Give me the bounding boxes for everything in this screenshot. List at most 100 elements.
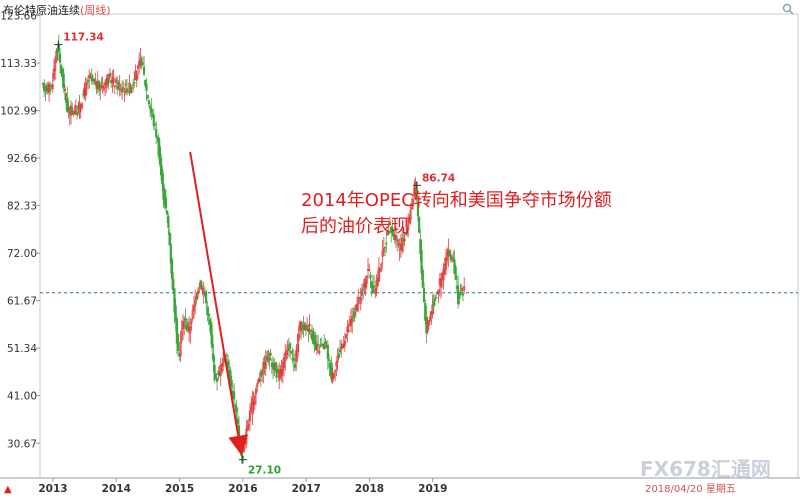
candle-body	[172, 278, 175, 291]
candle-body	[371, 285, 374, 293]
candle-body	[303, 322, 306, 324]
candle-body	[357, 297, 360, 305]
extremum-label: 86.74	[422, 172, 455, 184]
candle-body	[353, 311, 356, 316]
candle-body	[286, 344, 289, 350]
candle-body	[285, 350, 288, 355]
candle-body	[169, 244, 172, 264]
candle-body	[49, 88, 52, 92]
candle-body	[55, 50, 58, 62]
candle-body	[394, 234, 398, 241]
candle-body	[209, 321, 213, 336]
y-tick-label: 82.33	[7, 201, 37, 213]
candle-body	[368, 269, 371, 271]
y-tick-label: 72.00	[7, 248, 37, 260]
candle-body	[54, 60, 57, 72]
candle-body	[95, 82, 98, 90]
candle-body	[61, 69, 64, 77]
candle-body	[46, 84, 49, 92]
candle-body	[246, 426, 249, 430]
candle-body	[299, 321, 303, 332]
candle-body	[358, 297, 361, 299]
candle-body	[234, 405, 237, 407]
candle-body	[374, 289, 377, 295]
candle-body	[282, 357, 286, 368]
candle-body	[184, 318, 187, 321]
candle-body	[235, 406, 238, 412]
candle-body	[47, 83, 51, 93]
candle-body	[133, 82, 136, 84]
candle-body	[108, 73, 112, 77]
candle-body	[131, 84, 135, 86]
candle-body	[236, 418, 239, 425]
candle-body	[254, 388, 258, 395]
candle-body	[297, 334, 300, 341]
candle-body	[381, 250, 384, 257]
candle-body	[195, 296, 198, 301]
candle-body	[392, 233, 395, 238]
candle-body	[128, 82, 131, 90]
candle-body	[335, 362, 338, 367]
candle-body	[309, 329, 312, 332]
candle-body	[429, 316, 432, 321]
candle-body	[396, 238, 399, 242]
candle-body	[99, 84, 102, 91]
candle-body	[112, 77, 115, 83]
candle-body	[142, 66, 146, 75]
candle-body	[194, 300, 197, 307]
candle-body	[324, 341, 327, 344]
candle-body	[258, 378, 261, 382]
candle-body	[290, 350, 293, 353]
candle-body	[289, 343, 292, 349]
candle-body	[391, 227, 394, 234]
candle-body	[420, 249, 423, 274]
candle-body	[323, 343, 326, 350]
candle-body	[393, 235, 396, 240]
candle-body	[68, 107, 71, 115]
candle-body	[359, 298, 362, 304]
candle-body	[147, 100, 151, 105]
candle-body	[253, 395, 256, 404]
candle-body	[94, 79, 97, 85]
candle-body	[351, 316, 354, 323]
candle-body	[174, 305, 177, 321]
candle-body	[192, 304, 196, 311]
candle-body	[233, 391, 236, 400]
candle-body	[97, 81, 101, 90]
candle-body	[379, 268, 382, 272]
candle-body	[212, 353, 215, 362]
candle-body	[144, 79, 147, 86]
candle-body	[247, 423, 250, 427]
candle-body	[369, 274, 372, 279]
candle-body	[149, 105, 152, 109]
candle-body	[85, 82, 88, 85]
candle-body	[123, 91, 126, 93]
candle-body	[402, 238, 405, 242]
candle-body	[80, 103, 84, 108]
candle-body	[441, 272, 444, 280]
candle-body	[426, 324, 429, 332]
candle-body	[250, 406, 253, 411]
candle-body	[170, 258, 174, 280]
candle-body	[103, 82, 107, 86]
candle-body	[106, 77, 109, 86]
candle-body	[278, 371, 281, 381]
x-tick-label: 2017	[292, 483, 321, 495]
candle-body	[82, 93, 85, 96]
candle-body	[63, 88, 67, 92]
candle-body	[164, 198, 168, 209]
search-icon[interactable]	[782, 3, 794, 15]
candle-body	[190, 322, 193, 324]
candle-body	[348, 320, 351, 327]
candle-body	[100, 85, 103, 88]
candle-body	[189, 326, 192, 334]
candle-body	[181, 321, 185, 330]
candle-body	[251, 399, 254, 415]
candle-body	[332, 373, 336, 378]
candle-body	[373, 285, 376, 288]
candle-body	[418, 216, 421, 233]
instrument-name: 布伦特原油连续	[3, 4, 80, 17]
y-tick-label: 102.99	[0, 106, 37, 118]
candle-body	[222, 357, 225, 367]
candle-body	[141, 63, 144, 65]
